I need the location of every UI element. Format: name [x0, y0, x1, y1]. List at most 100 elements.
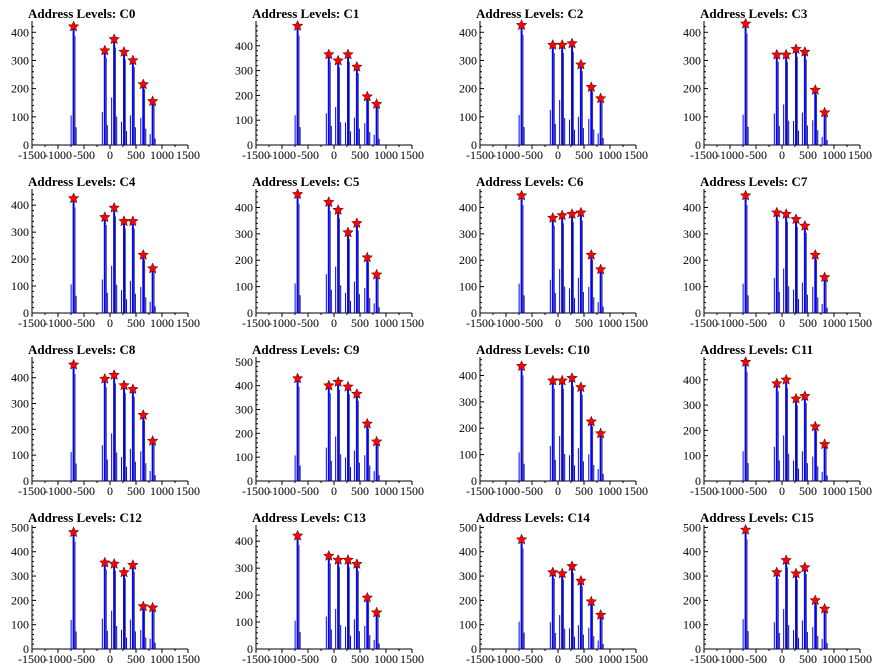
y-tick-label: 300 [683, 227, 701, 241]
peak-marker [323, 549, 335, 561]
x-tick-label: -500 [297, 316, 319, 330]
peak-marker [780, 373, 792, 385]
peak-marker [556, 567, 568, 579]
x-tick-label: -1500 [242, 652, 270, 666]
x-tick-label: 0 [331, 484, 337, 498]
y-tick-label: 200 [683, 82, 701, 96]
peak-marker [790, 43, 802, 55]
x-tick-label: 1500 [624, 652, 648, 666]
chart-panel: Address Levels: C11 -1500 -1000 -500 0 500 100… [672, 336, 896, 504]
y-tick-label: 200 [235, 253, 253, 267]
x-tick-label: 1000 [374, 148, 398, 162]
chart-title: Address Levels: C6 [476, 174, 584, 189]
x-tick-label: 0 [779, 148, 785, 162]
peak-marker [67, 526, 80, 538]
y-tick-label: 200 [459, 593, 477, 607]
chart-plot: -1500-1000 -500 0 500 1000 1500 0 100 200 300 400 [683, 356, 872, 498]
peak-marker [342, 553, 354, 565]
x-tick-label: -1500 [466, 484, 494, 498]
peak-marker [108, 201, 120, 213]
peak-marker [67, 358, 80, 370]
peak-marker [332, 54, 344, 66]
peak-marker [818, 106, 831, 118]
y-tick-label: 0 [247, 474, 253, 488]
x-tick-label: -1000 [44, 484, 72, 498]
x-tick-label: 1000 [822, 652, 846, 666]
peak-marker [799, 45, 811, 57]
x-tick-label: 1000 [374, 484, 398, 498]
chart-panel: Address Levels: C1 -1500 -1000 -500 0 500 1000… [224, 0, 448, 168]
y-tick-label: 400 [459, 25, 477, 39]
y-tick-label: 100 [459, 110, 477, 124]
x-tick-label: 500 [351, 484, 369, 498]
chart-title: Address Levels: C5 [252, 174, 360, 189]
y-tick-label: 100 [11, 279, 29, 293]
peak-marker [780, 208, 792, 219]
chart-panel: Address Levels: C6 -1500 -1000 -500 0 500 1000… [448, 168, 672, 336]
chart-panel: Address Levels: C13 -1500 -1000 -500 0 500 100… [224, 504, 448, 672]
chart-panel: Address Levels: C4 -1500 -1000 -500 0 500 1000… [0, 168, 224, 336]
peak-marker [332, 375, 344, 387]
peak-marker [818, 602, 831, 614]
y-tick-label: 100 [683, 449, 701, 463]
peak-marker [790, 213, 802, 225]
y-tick-label: 400 [11, 545, 29, 559]
y-tick-label: 200 [11, 593, 29, 607]
x-tick-label: 0 [779, 316, 785, 330]
chart-title: Address Levels: C14 [476, 510, 590, 525]
peak-marker [739, 523, 752, 535]
y-tick-label: 400 [683, 25, 701, 39]
chart-plot: -1500-1000 -500 0 500 1000 1500 0 100 200 300 400 [11, 357, 200, 498]
chart-plot: -1500-1000 -500 0 500 1000 1500 0 100 200 300 400 5… [459, 520, 648, 666]
chart-title: Address Levels: C11 [700, 342, 814, 357]
peak-marker [780, 554, 792, 566]
x-tick-label: 0 [555, 652, 561, 666]
x-tick-label: -1000 [268, 316, 296, 330]
x-tick-label: -1000 [716, 148, 744, 162]
x-tick-label: -1000 [268, 652, 296, 666]
y-tick-label: 300 [235, 227, 253, 241]
y-tick-label: 200 [11, 82, 29, 96]
x-tick-label: -500 [297, 484, 319, 498]
y-tick-label: 400 [683, 200, 701, 214]
y-tick-label: 300 [683, 53, 701, 67]
y-tick-label: 200 [459, 82, 477, 96]
chart-title: Address Levels: C10 [476, 342, 590, 357]
y-tick-label: 0 [247, 306, 253, 320]
peak-marker [351, 558, 363, 569]
x-tick-label: 500 [575, 652, 593, 666]
x-tick-label: 500 [799, 148, 817, 162]
x-tick-label: 1000 [150, 484, 174, 498]
peak-marker [351, 60, 363, 72]
x-tick-label: 0 [107, 652, 113, 666]
y-tick-label: 100 [235, 450, 253, 464]
y-tick-label: 500 [459, 520, 477, 534]
chart-panel: Address Levels: C10 -1500 -1000 -500 0 500 100… [448, 336, 672, 504]
x-tick-label: -500 [745, 652, 767, 666]
y-tick-label: 100 [683, 110, 701, 124]
peak-marker [575, 381, 587, 393]
x-tick-label: 500 [351, 316, 369, 330]
x-tick-label: -1000 [268, 148, 296, 162]
peak-marker [809, 594, 822, 606]
y-tick-label: 400 [459, 368, 477, 382]
peak-marker [575, 58, 587, 70]
y-tick-label: 400 [11, 198, 29, 212]
x-tick-label: 1500 [400, 316, 424, 330]
y-tick-label: 0 [471, 138, 477, 152]
x-tick-label: 1000 [150, 148, 174, 162]
y-tick-label: 300 [235, 402, 253, 416]
peak-marker [342, 226, 354, 238]
peak-marker [594, 92, 607, 104]
y-tick-label: 300 [459, 53, 477, 67]
x-tick-label: 500 [127, 652, 145, 666]
peak-marker [137, 600, 149, 612]
y-tick-label: 400 [235, 200, 253, 214]
y-tick-label: 400 [235, 534, 253, 548]
y-tick-label: 0 [247, 642, 253, 656]
y-tick-label: 300 [11, 225, 29, 239]
y-tick-label: 200 [11, 422, 29, 436]
x-tick-label: -1500 [242, 316, 270, 330]
y-tick-label: 500 [683, 520, 701, 534]
